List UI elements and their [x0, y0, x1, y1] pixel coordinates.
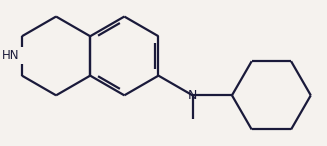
Text: N: N — [188, 89, 197, 102]
Text: HN: HN — [2, 49, 19, 62]
